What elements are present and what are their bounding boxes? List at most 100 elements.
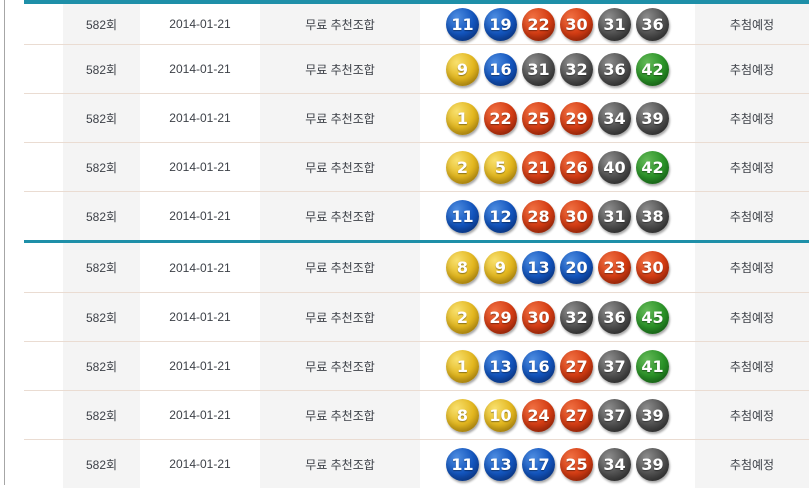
round-cell: 582회 [63, 440, 140, 488]
round-cell: 582회 [63, 143, 140, 191]
lotto-ball-gray: 31 [598, 7, 631, 41]
date-cell: 2014-01-21 [140, 243, 260, 292]
round-cell: 582회 [63, 4, 140, 44]
table-row: 582회 2014-01-21 무료 추천조합 9 16 31 32 36 42 추첨예정 [24, 44, 809, 93]
row-spacer-cell [24, 192, 63, 240]
table-row: 582회 2014-01-21 무료 추천조합 1 22 25 29 34 39 추첨예정 [24, 93, 809, 142]
lotto-ball-gray: 39 [636, 398, 669, 432]
round-cell: 582회 [63, 45, 140, 93]
round-cell: 582회 [63, 94, 140, 142]
combo-type-cell: 무료 추천조합 [260, 45, 420, 93]
row-spacer-cell [24, 4, 63, 44]
lotto-ball-red: 29 [560, 101, 593, 135]
lotto-ball-red: 27 [560, 349, 593, 383]
lotto-ball-red: 30 [636, 251, 669, 284]
lotto-ball-yellow: 1 [446, 349, 479, 383]
table-row: 582회 2014-01-21 무료 추천조합 2 5 21 26 40 42 추첨예정 [24, 142, 809, 191]
combo-type-cell: 무료 추천조합 [260, 143, 420, 191]
numbers-cell: 11 19 22 30 31 36 [420, 4, 695, 44]
lotto-ball-gray: 32 [560, 300, 593, 334]
date-cell: 2014-01-21 [140, 391, 260, 439]
date-cell: 2014-01-21 [140, 440, 260, 488]
lotto-ball-gray: 32 [560, 52, 593, 86]
result-group-2: 582회 2014-01-21 무료 추천조합 8 9 13 20 23 30 추첨예정 … [24, 240, 809, 488]
row-spacer-cell [24, 391, 63, 439]
row-spacer-cell [24, 143, 63, 191]
date-cell: 2014-01-21 [140, 192, 260, 240]
lotto-ball-yellow: 1 [446, 101, 479, 135]
numbers-cell: 2 5 21 26 40 42 [420, 143, 695, 191]
lotto-ball-yellow: 8 [446, 398, 479, 432]
table-row: 582회 2014-01-21 무료 추천조합 1 13 16 27 37 41 추첨예정 [24, 341, 809, 390]
lotto-ball-yellow: 9 [484, 251, 517, 284]
lotto-ball-yellow: 5 [484, 150, 517, 184]
table-row: 582회 2014-01-21 무료 추천조합 11 13 17 25 34 39 추첨예… [24, 439, 809, 488]
numbers-cell: 8 10 24 27 37 39 [420, 391, 695, 439]
date-cell: 2014-01-21 [140, 94, 260, 142]
lotto-ball-blue: 11 [446, 447, 479, 481]
lotto-ball-green: 42 [636, 52, 669, 86]
lotto-ball-blue: 13 [484, 447, 517, 481]
numbers-cell: 11 12 28 30 31 38 [420, 192, 695, 240]
round-cell: 582회 [63, 391, 140, 439]
status-cell: 추첨예정 [695, 440, 809, 488]
table-row: 582회 2014-01-21 무료 추천조합 8 10 24 27 37 39 추첨예정 [24, 390, 809, 439]
lotto-ball-blue: 12 [484, 199, 517, 233]
lotto-ball-gray: 37 [598, 398, 631, 432]
combo-type-cell: 무료 추천조합 [260, 94, 420, 142]
table-row: 582회 2014-01-21 무료 추천조합 11 12 28 30 31 38 추첨예… [24, 191, 809, 240]
lotto-ball-yellow: 8 [446, 251, 479, 284]
table-row: 582회 2014-01-21 무료 추천조합 8 9 13 20 23 30 추첨예정 [24, 243, 809, 292]
lotto-ball-blue: 11 [446, 7, 479, 41]
lotto-ball-yellow: 2 [446, 150, 479, 184]
row-spacer-cell [24, 440, 63, 488]
lotto-ball-yellow: 10 [484, 398, 517, 432]
round-cell: 582회 [63, 342, 140, 390]
lotto-ball-gray: 31 [522, 52, 555, 86]
lotto-ball-gray: 36 [598, 52, 631, 86]
status-cell: 추첨예정 [695, 192, 809, 240]
lotto-ball-red: 21 [522, 150, 555, 184]
result-group-1: 582회 2014-01-21 무료 추천조합 11 19 22 30 31 36 추첨예… [24, 0, 809, 240]
status-cell: 추첨예정 [695, 45, 809, 93]
lotto-ball-blue: 13 [522, 251, 555, 284]
lotto-ball-red: 22 [484, 101, 517, 135]
date-cell: 2014-01-21 [140, 143, 260, 191]
lotto-ball-red: 30 [560, 199, 593, 233]
lotto-ball-red: 29 [484, 300, 517, 334]
status-cell: 추첨예정 [695, 391, 809, 439]
lotto-ball-yellow: 2 [446, 300, 479, 334]
numbers-cell: 1 13 16 27 37 41 [420, 342, 695, 390]
round-cell: 582회 [63, 293, 140, 341]
status-cell: 추첨예정 [695, 4, 809, 44]
numbers-cell: 1 22 25 29 34 39 [420, 94, 695, 142]
lotto-ball-green: 41 [636, 349, 669, 383]
numbers-cell: 8 9 13 20 23 30 [420, 243, 695, 292]
date-cell: 2014-01-21 [140, 4, 260, 44]
table-row: 582회 2014-01-21 무료 추천조합 2 29 30 32 36 45 추첨예정 [24, 292, 809, 341]
numbers-cell: 9 16 31 32 36 42 [420, 45, 695, 93]
combo-type-cell: 무료 추천조합 [260, 391, 420, 439]
combo-type-cell: 무료 추천조합 [260, 243, 420, 292]
date-cell: 2014-01-21 [140, 293, 260, 341]
numbers-cell: 2 29 30 32 36 45 [420, 293, 695, 341]
lotto-ball-red: 27 [560, 398, 593, 432]
lotto-ball-gray: 34 [598, 101, 631, 135]
lotto-ball-red: 30 [560, 7, 593, 41]
lotto-ball-blue: 11 [446, 199, 479, 233]
page-left-rule [4, 0, 5, 485]
row-spacer-cell [24, 45, 63, 93]
lotto-ball-gray: 36 [598, 300, 631, 334]
lotto-ball-gray: 39 [636, 101, 669, 135]
status-cell: 추첨예정 [695, 243, 809, 292]
round-cell: 582회 [63, 243, 140, 292]
lotto-ball-red: 26 [560, 150, 593, 184]
lotto-ball-gray: 37 [598, 349, 631, 383]
lotto-ball-yellow: 9 [446, 52, 479, 86]
combo-type-cell: 무료 추천조합 [260, 192, 420, 240]
lotto-ball-blue: 16 [484, 52, 517, 86]
lotto-ball-red: 25 [522, 101, 555, 135]
date-cell: 2014-01-21 [140, 45, 260, 93]
lotto-ball-gray: 39 [636, 447, 669, 481]
lotto-ball-red: 30 [522, 300, 555, 334]
